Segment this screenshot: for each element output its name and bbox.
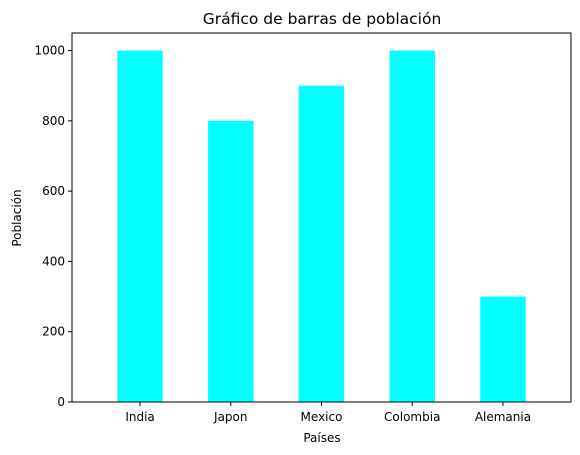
y-tick-label: 400 <box>42 254 65 268</box>
y-axis-ticks: 0 200 400 600 800 1000 <box>34 44 72 409</box>
x-axis-label: Países <box>303 431 340 445</box>
y-tick-label: 600 <box>42 184 65 198</box>
bar-japon <box>208 120 254 402</box>
x-axis-ticks: India Japon Mexico Colombia Alemania <box>125 402 531 424</box>
x-tick-label: Mexico <box>301 410 343 424</box>
x-tick-label: Colombia <box>384 410 440 424</box>
y-tick-label: 1000 <box>34 44 65 58</box>
bar-alemania <box>480 296 526 402</box>
bar-mexico <box>298 85 345 402</box>
y-tick-label: 200 <box>42 325 65 339</box>
chart-title: Gráfico de barras de población <box>203 10 442 28</box>
y-axis-label: Población <box>10 189 24 246</box>
bars-group <box>117 50 526 402</box>
x-tick-label: Alemania <box>475 410 531 424</box>
plot-frame <box>71 32 572 403</box>
bar-colombia <box>389 50 435 402</box>
bar-india <box>117 50 163 402</box>
y-tick-label: 0 <box>57 395 65 409</box>
x-tick-label: India <box>125 410 154 424</box>
x-tick-label: Japon <box>213 410 247 424</box>
y-tick-label: 800 <box>42 114 65 128</box>
